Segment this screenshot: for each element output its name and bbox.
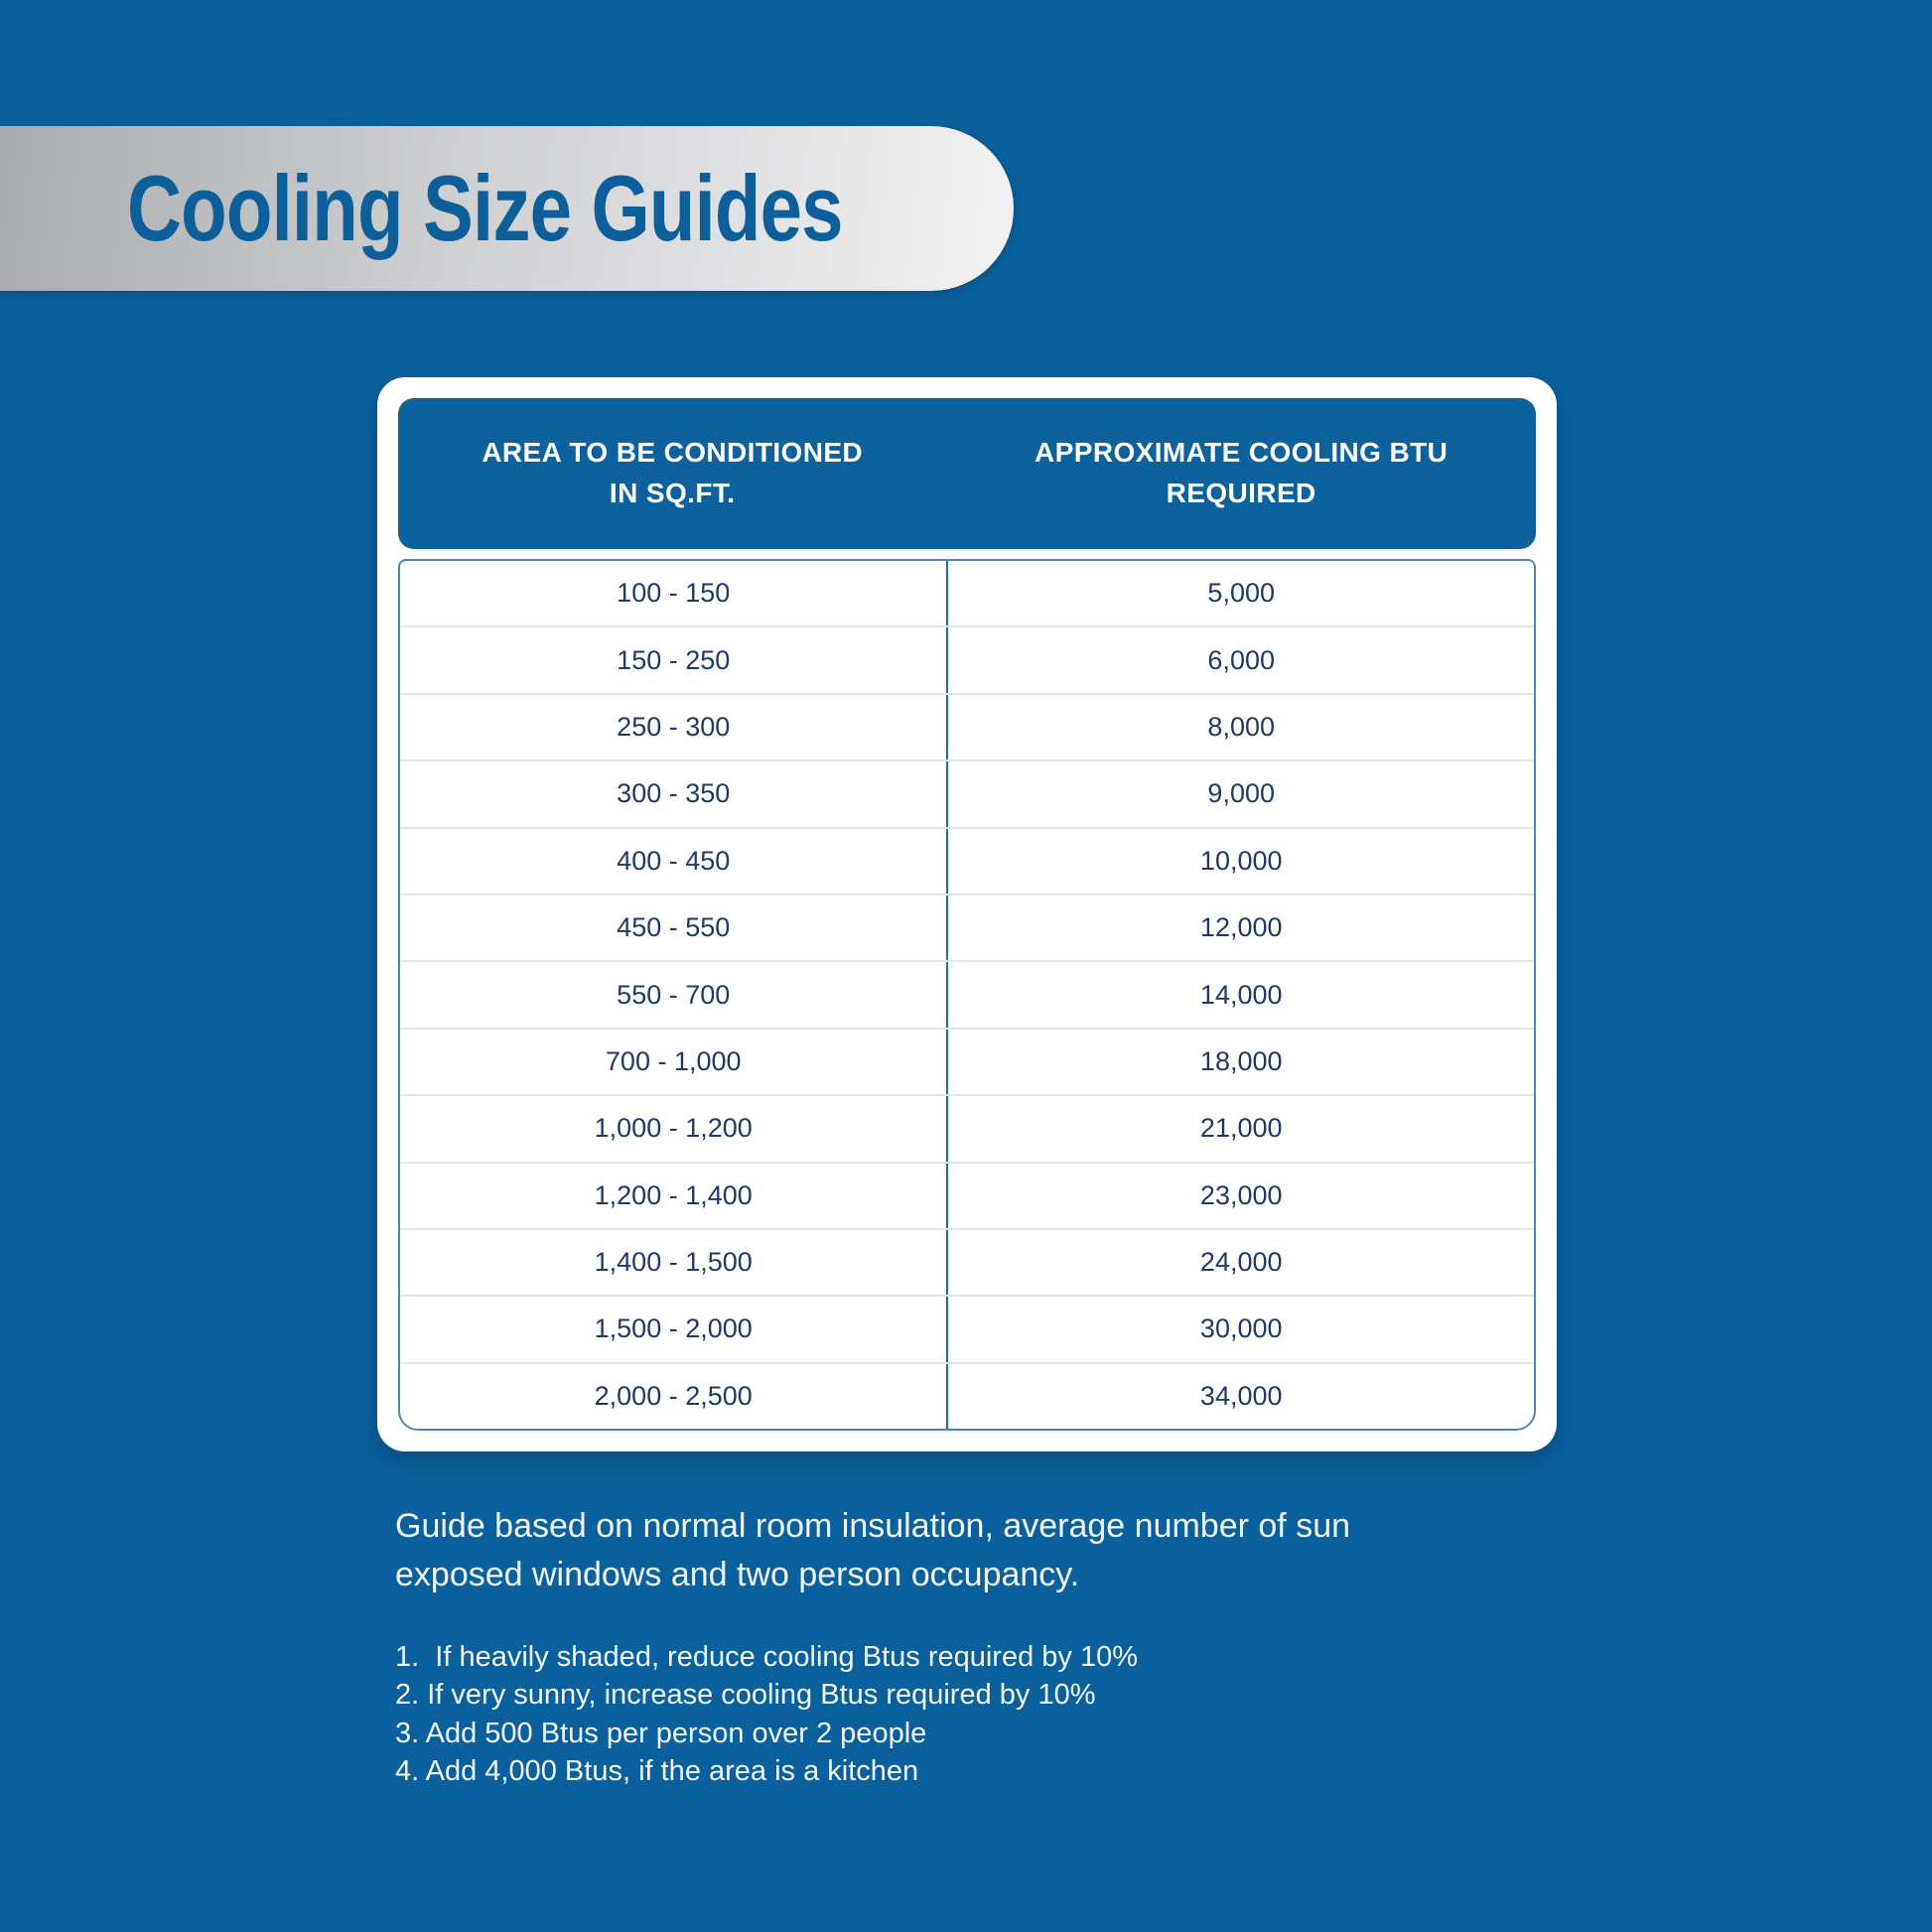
notes-list: 1. If heavily shaded, reduce cooling Btu…: [395, 1640, 1138, 1793]
btu-cell: 12,000: [1199, 912, 1283, 943]
table-row: 1,500 - 2,000 30,000: [400, 1295, 1534, 1362]
table-row: 2,000 - 2,500 34,000: [400, 1361, 1534, 1429]
btu-cell: 8,000: [1207, 711, 1275, 742]
btu-cell: 6,000: [1207, 644, 1275, 675]
area-cell: 2,000 - 2,500: [400, 1363, 949, 1429]
header-cell-btu: APPROXIMATE COOLING BTU REQUIRED: [946, 398, 1536, 549]
area-cell: 550 - 700: [400, 962, 949, 1028]
cooling-table-card: AREA TO BE CONDITIONED IN SQ.FT. APPROXI…: [377, 377, 1557, 1451]
page-title: Cooling Size Guides: [127, 156, 844, 260]
btu-cell: 24,000: [1199, 1247, 1283, 1278]
btu-cell: 23,000: [1199, 1179, 1283, 1210]
area-cell: 100 - 150: [400, 561, 949, 626]
btu-cell: 18,000: [1199, 1045, 1283, 1076]
table-row: 250 - 300 8,000: [400, 692, 1534, 760]
area-cell: 1,000 - 1,200: [400, 1096, 949, 1162]
guide-note: Guide based on normal room insulation, a…: [395, 1502, 1350, 1600]
note-item-2: 2. If very sunny, increase cooling Btus …: [395, 1679, 1096, 1712]
header-area-line1: AREA TO BE CONDITIONED: [482, 437, 864, 469]
header-cell-area: AREA TO BE CONDITIONED IN SQ.FT.: [398, 398, 946, 549]
note-item-1: 1. If heavily shaded, reduce cooling Btu…: [395, 1641, 1139, 1673]
area-cell: 300 - 350: [400, 761, 949, 827]
area-cell: 1,200 - 1,400: [400, 1163, 949, 1228]
guide-note-line2: exposed windows and two person occupancy…: [395, 1556, 1080, 1594]
btu-cell: 9,000: [1207, 778, 1275, 809]
btu-cell: 14,000: [1199, 979, 1283, 1010]
title-banner: Cooling Size Guides: [0, 126, 1014, 291]
table-row: 1,400 - 1,500 24,000: [400, 1227, 1534, 1296]
table-row: 1,200 - 1,400 23,000: [400, 1161, 1534, 1228]
btu-cell: 5,000: [1207, 578, 1275, 609]
area-cell: 1,500 - 2,000: [400, 1297, 949, 1362]
table-row: 450 - 550 12,000: [400, 893, 1534, 961]
area-cell: 400 - 450: [400, 828, 949, 894]
table-row: 550 - 700 14,000: [400, 960, 1534, 1028]
btu-cell: 30,000: [1199, 1313, 1283, 1344]
area-cell: 1,400 - 1,500: [400, 1229, 949, 1296]
table-row: 700 - 1,000 18,000: [400, 1027, 1534, 1095]
note-item-4: 4. Add 4,000 Btus, if the area is a kitc…: [395, 1755, 919, 1788]
table-body: 100 - 150 5,000 150 - 250 6,000 250 - 30…: [398, 559, 1536, 1431]
area-cell: 250 - 300: [400, 694, 949, 760]
area-cell: 450 - 550: [400, 895, 949, 961]
btu-cell: 10,000: [1199, 845, 1283, 876]
header-area-line2: IN SQ.FT.: [609, 478, 736, 508]
table-row: 100 - 150 5,000: [400, 561, 1534, 626]
table-row: 300 - 350 9,000: [400, 759, 1534, 827]
btu-cell: 34,000: [1199, 1380, 1283, 1411]
table-row: 150 - 250 6,000: [400, 625, 1534, 693]
table-row: 1,000 - 1,200 21,000: [400, 1094, 1534, 1162]
area-cell: 150 - 250: [400, 627, 949, 693]
table-row: 400 - 450 10,000: [400, 826, 1534, 894]
area-cell: 700 - 1,000: [400, 1029, 949, 1095]
btu-cell: 21,000: [1199, 1113, 1283, 1144]
table-header: AREA TO BE CONDITIONED IN SQ.FT. APPROXI…: [398, 398, 1536, 549]
header-btu-line2: REQUIRED: [1166, 478, 1316, 508]
header-btu-line1: APPROXIMATE COOLING BTU: [1035, 437, 1449, 469]
note-item-3: 3. Add 500 Btus per person over 2 people: [395, 1717, 927, 1749]
guide-note-line1: Guide based on normal room insulation, a…: [395, 1507, 1351, 1545]
